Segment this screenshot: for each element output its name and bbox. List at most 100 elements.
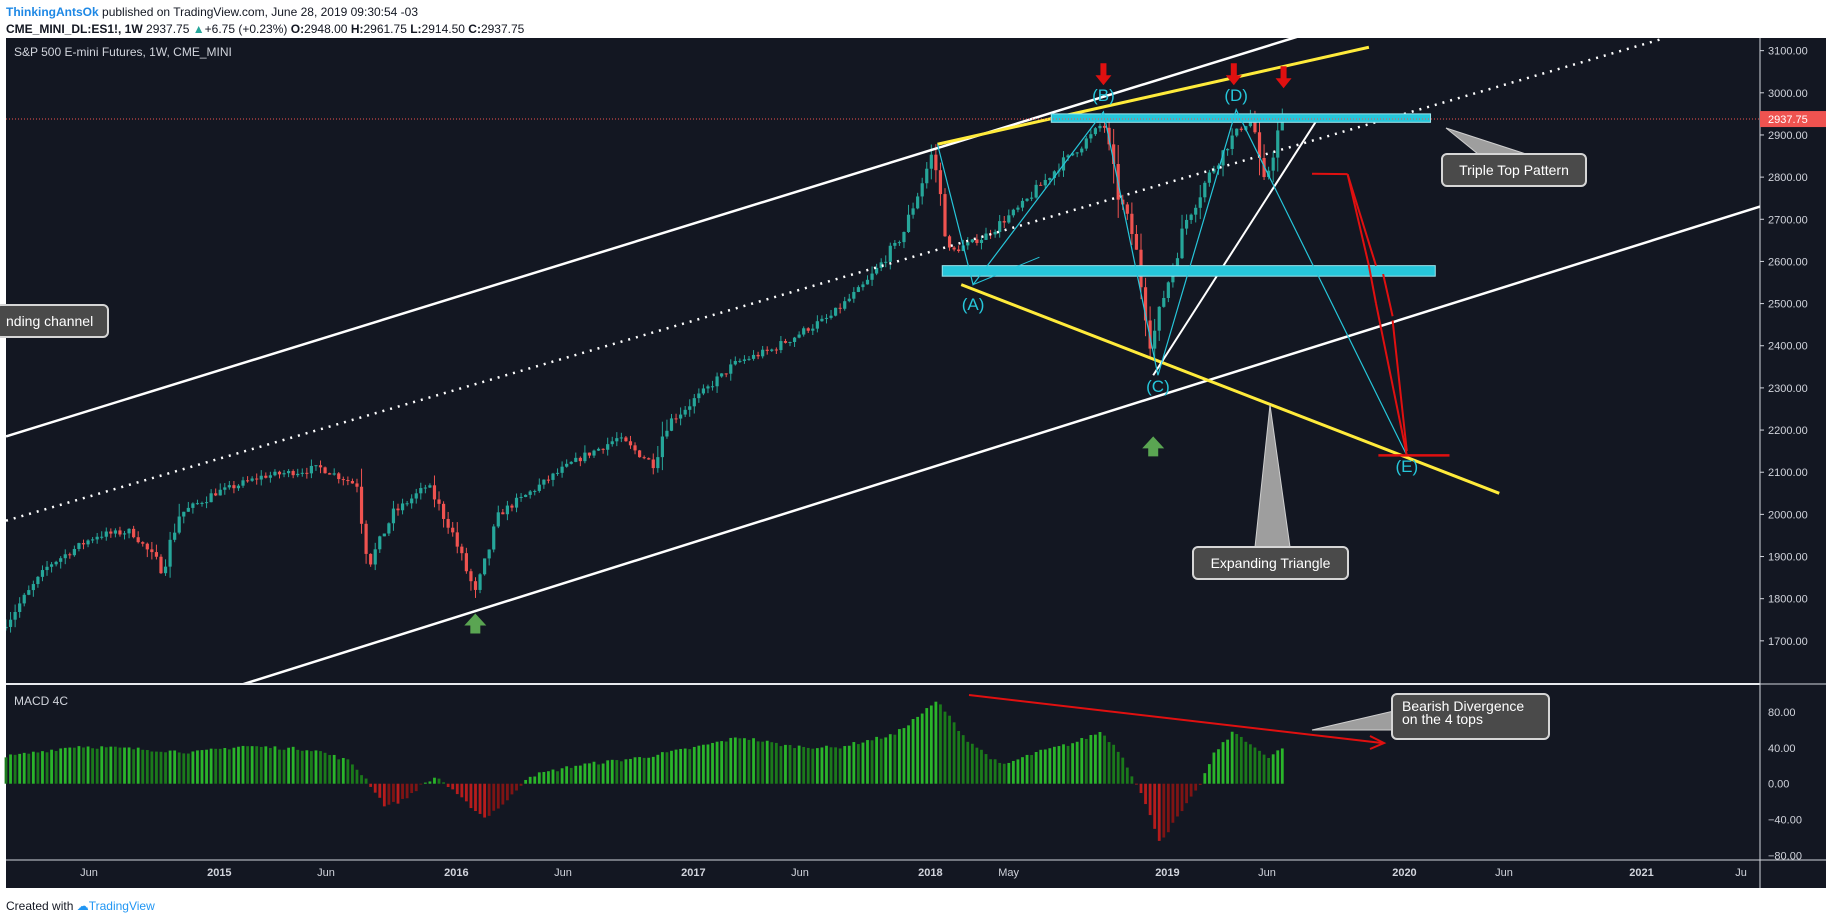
candle <box>938 162 943 206</box>
candle <box>1071 153 1075 157</box>
macd-bar <box>715 741 719 784</box>
macd-bar <box>907 725 910 784</box>
candle-body <box>1084 138 1088 149</box>
candle <box>437 491 441 511</box>
candle-body <box>783 341 788 343</box>
candle <box>1080 146 1084 156</box>
macd-bar <box>1021 757 1024 784</box>
macd-bar <box>1039 749 1043 784</box>
macd-bar <box>916 716 920 784</box>
macd-bar <box>537 772 541 784</box>
macd-bar <box>660 752 664 784</box>
candle <box>966 237 970 250</box>
candle <box>984 227 988 240</box>
macd-bar <box>442 782 445 784</box>
macd-bar <box>1007 762 1011 784</box>
time-tick-label: Jun <box>80 867 98 879</box>
candle <box>182 511 186 524</box>
down-arrow-icon <box>1275 66 1292 89</box>
candle <box>916 192 920 210</box>
time-tick-label: Jun <box>317 867 335 879</box>
candle-body <box>1221 150 1225 166</box>
candle <box>13 604 17 628</box>
candle-body <box>77 543 81 549</box>
candle <box>811 324 815 336</box>
up-arrow-icon <box>464 613 487 634</box>
tradingview-link[interactable]: TradingView <box>88 899 155 913</box>
candle <box>177 503 181 535</box>
macd-bar <box>651 756 655 784</box>
candle-body <box>920 183 924 197</box>
macd-bar <box>515 783 518 791</box>
wave-label: (C) <box>1146 377 1170 396</box>
candle <box>856 285 860 293</box>
candle <box>22 592 26 607</box>
macd-bar <box>414 783 418 792</box>
candle <box>132 525 136 539</box>
candle <box>724 373 728 378</box>
candle <box>1203 180 1207 203</box>
wave-path-extra <box>972 256 1040 286</box>
candle <box>1093 126 1098 137</box>
candle-body <box>423 487 427 489</box>
macd-bar <box>820 747 824 784</box>
macd-bar <box>847 745 851 784</box>
macd-bar <box>929 705 933 784</box>
candle-body <box>305 472 309 474</box>
triple-top-callout: Triple Top Pattern <box>1441 127 1587 187</box>
candle-body <box>1239 128 1243 130</box>
candle-body <box>68 554 72 556</box>
candle-body <box>291 471 295 476</box>
candle <box>478 573 482 594</box>
candle <box>483 558 487 576</box>
candle-body <box>259 475 263 480</box>
candle <box>824 314 829 324</box>
candle <box>911 202 915 219</box>
candle <box>802 326 806 337</box>
candle <box>232 480 236 494</box>
candle-body <box>378 536 382 550</box>
candle-body <box>861 284 865 288</box>
candle <box>8 612 13 633</box>
candle <box>255 473 259 485</box>
macd-bar <box>1194 783 1198 791</box>
candle-body <box>583 452 587 462</box>
candle-body <box>542 479 546 485</box>
time-tick-label: 2016 <box>444 867 468 879</box>
macd-bar <box>1089 734 1093 784</box>
macd-bar <box>779 746 783 784</box>
candle <box>738 358 742 363</box>
candle-body <box>1102 125 1107 128</box>
candle <box>1125 202 1129 220</box>
macd-bar <box>720 741 724 784</box>
candle-body <box>63 554 67 559</box>
candle-body <box>902 232 906 243</box>
candle <box>405 500 409 507</box>
macd-tick-label: 0.00 <box>1768 779 1789 791</box>
macd-bar <box>1262 754 1266 784</box>
candle-body <box>13 611 17 620</box>
macd-bar <box>419 783 423 785</box>
projection-segment <box>1346 173 1377 266</box>
candle-body <box>177 516 181 533</box>
macd-bar <box>588 763 591 784</box>
candle-body <box>765 349 769 351</box>
candle-body <box>437 499 441 504</box>
candle <box>1107 120 1111 151</box>
macd-bar <box>1235 734 1239 784</box>
macd-bar <box>428 781 432 784</box>
macd-bar <box>410 783 414 794</box>
candle-body <box>396 508 400 511</box>
wave-path <box>936 108 1408 456</box>
candle <box>6 619 8 631</box>
author-link[interactable]: ThinkingAntsOk <box>6 5 99 19</box>
macd-bar <box>487 783 491 816</box>
candle-body <box>218 489 222 496</box>
lower-channel-line <box>242 205 1760 683</box>
candle <box>264 472 268 479</box>
candle-body <box>911 208 915 215</box>
macd-bar <box>1112 744 1116 784</box>
candle-body <box>1189 214 1193 220</box>
macd-bar <box>478 783 482 814</box>
